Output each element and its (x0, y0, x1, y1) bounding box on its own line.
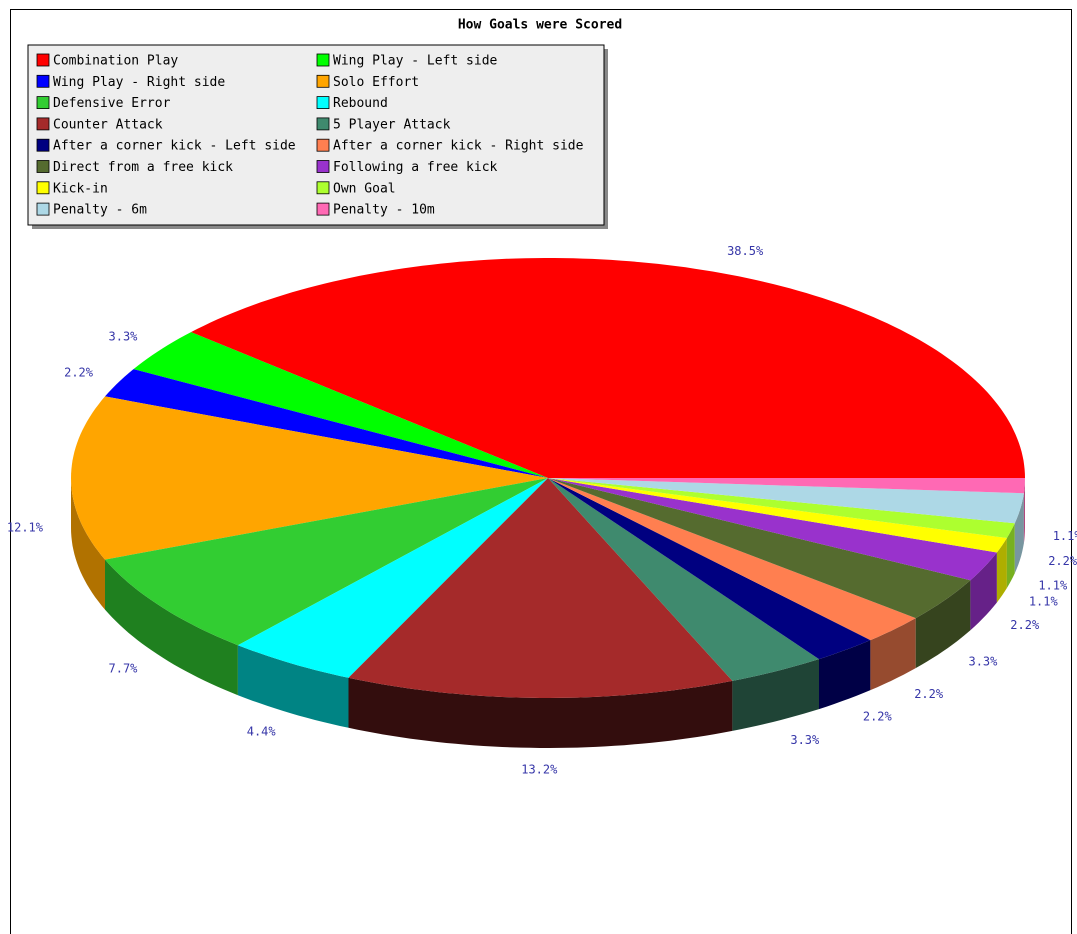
slice (348, 478, 733, 698)
slice (105, 369, 548, 478)
legend-label: Penalty - 10m (333, 203, 435, 218)
slice-side (732, 659, 819, 731)
slice-side (870, 618, 916, 691)
legend-label: Rebound (333, 96, 388, 111)
slice (548, 478, 997, 581)
legend-swatch (36, 160, 50, 173)
legend-swatch (36, 138, 50, 152)
data-label: 13.2% (521, 762, 558, 776)
legend-label: Counter Attack (53, 117, 163, 132)
legend-swatch (316, 96, 330, 109)
legend-swatch (36, 96, 50, 109)
slice (191, 258, 1025, 478)
data-label: 2.2% (64, 366, 94, 380)
slice (105, 478, 548, 646)
slice (548, 478, 1015, 538)
data-label: 2.2% (863, 710, 893, 724)
slice-side (819, 640, 871, 710)
slice-side (71, 478, 105, 610)
slice-side (1006, 523, 1015, 588)
legend-swatch (36, 74, 50, 88)
legend-label: Solo Effort (333, 75, 419, 90)
slice (133, 332, 548, 478)
frame (10, 9, 1072, 934)
slice (548, 478, 916, 641)
slice-side (915, 580, 971, 669)
slice-side (1023, 478, 1025, 544)
slice-side (105, 559, 238, 696)
legend-swatch (316, 74, 330, 88)
slice (71, 396, 548, 560)
slice-side (1014, 493, 1024, 574)
legend-label: Wing Play - Right side (53, 75, 225, 90)
legend-label: Defensive Error (53, 96, 171, 111)
data-label: 4.4% (247, 724, 277, 738)
data-label: 1.1% (1038, 578, 1068, 592)
legend-swatch (316, 117, 330, 131)
slice (548, 478, 1007, 553)
legend-swatch (36, 53, 50, 67)
legend-swatch (316, 202, 330, 216)
data-label: 12.1% (7, 521, 44, 535)
data-label: 2.2% (914, 687, 944, 701)
slice-side (348, 677, 733, 748)
legend-label: Own Goal (333, 181, 396, 196)
legend-label: After a corner kick - Left side (53, 139, 296, 154)
slice (548, 478, 871, 660)
data-label: 1.1% (1053, 529, 1077, 543)
slice-side (237, 645, 349, 728)
legend-label: Kick-in (53, 181, 108, 196)
legend-swatch (316, 181, 330, 195)
data-label: 7.7% (109, 661, 139, 675)
legend-swatch (316, 160, 330, 173)
data-label: 2.2% (1010, 618, 1040, 632)
legend-label: 5 Player Attack (333, 117, 451, 132)
data-label: 3.3% (968, 655, 998, 669)
slice (548, 478, 1024, 524)
slice-side (996, 538, 1007, 603)
slice (548, 478, 1025, 494)
legend-label: Direct from a free kick (53, 160, 233, 175)
legend-label: Following a free kick (333, 160, 498, 175)
slice-side (970, 552, 997, 631)
legend-swatch (36, 202, 50, 216)
legend-label: After a corner kick - Right side (333, 139, 584, 154)
legend-swatch (316, 138, 330, 152)
slice (237, 478, 548, 678)
legend: Combination Play Wing Play - Left side Win… (27, 44, 608, 229)
data-label: 3.3% (790, 733, 820, 747)
legend-swatch (316, 53, 330, 67)
slice (548, 478, 819, 681)
chart-title: How Goals were Scored (458, 18, 622, 33)
data-label: 3.3% (109, 330, 139, 344)
legend-box (27, 44, 605, 226)
legend-label: Combination Play (53, 54, 178, 69)
legend-label: Wing Play - Left side (333, 54, 498, 69)
legend-swatch (36, 117, 50, 131)
data-label: 1.1% (1029, 594, 1059, 608)
legend-label: Penalty - 6m (53, 203, 147, 218)
data-label: 38.5% (727, 244, 764, 258)
legend-swatch (36, 181, 50, 195)
slice (548, 478, 971, 619)
data-label: 2.2% (1048, 554, 1077, 568)
